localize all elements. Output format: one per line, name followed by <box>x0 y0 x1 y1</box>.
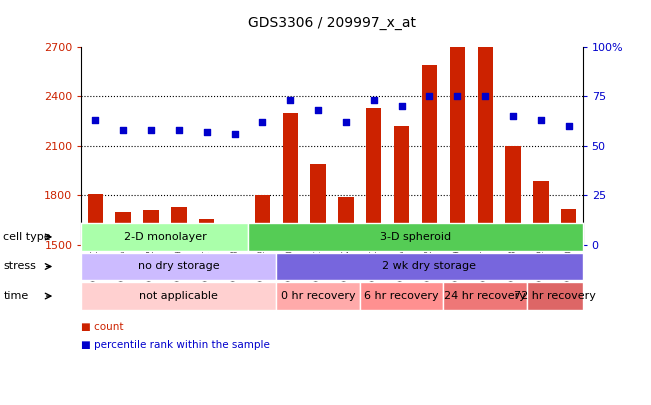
Bar <box>283 113 298 245</box>
Text: 24 hr recovery: 24 hr recovery <box>444 291 526 301</box>
Text: ■ count: ■ count <box>81 322 124 332</box>
Point <box>202 129 212 135</box>
Bar <box>339 197 353 245</box>
Bar <box>394 126 409 245</box>
Text: cell type: cell type <box>3 232 51 242</box>
Point <box>313 107 324 113</box>
Point <box>480 93 490 100</box>
Bar <box>88 194 103 245</box>
Point <box>564 123 574 129</box>
Bar <box>561 209 576 245</box>
Bar <box>366 108 381 245</box>
Point <box>90 117 100 123</box>
Text: time: time <box>3 291 29 301</box>
Point <box>285 97 296 103</box>
Bar <box>505 146 521 245</box>
Text: 0 hr recovery: 0 hr recovery <box>281 291 355 301</box>
Text: 3-D spheroid: 3-D spheroid <box>380 232 451 242</box>
Text: ■ percentile rank within the sample: ■ percentile rank within the sample <box>81 340 270 350</box>
Point <box>368 97 379 103</box>
Point <box>508 113 518 119</box>
Bar <box>450 45 465 245</box>
Text: GDS3306 / 209997_x_at: GDS3306 / 209997_x_at <box>248 16 416 30</box>
Bar <box>478 45 493 245</box>
Text: stress: stress <box>3 262 36 271</box>
Bar <box>199 219 214 245</box>
Bar <box>533 181 549 245</box>
Bar <box>171 207 186 245</box>
Point <box>229 131 240 137</box>
Bar <box>255 196 270 245</box>
Point <box>146 127 156 133</box>
Point <box>174 127 184 133</box>
Bar <box>422 65 437 245</box>
Text: no dry storage: no dry storage <box>138 262 219 271</box>
Point <box>424 93 435 100</box>
Text: 72 hr recovery: 72 hr recovery <box>514 291 596 301</box>
Bar <box>143 210 159 245</box>
Point <box>118 127 128 133</box>
Text: 2 wk dry storage: 2 wk dry storage <box>383 262 477 271</box>
Point <box>536 117 546 123</box>
Point <box>396 103 407 109</box>
Bar <box>227 228 242 245</box>
Text: not applicable: not applicable <box>139 291 218 301</box>
Point <box>452 93 462 100</box>
Point <box>257 119 268 125</box>
Point <box>340 119 351 125</box>
Text: 2-D monolayer: 2-D monolayer <box>124 232 206 242</box>
Bar <box>311 164 326 245</box>
Text: 6 hr recovery: 6 hr recovery <box>365 291 439 301</box>
Bar <box>115 212 131 245</box>
